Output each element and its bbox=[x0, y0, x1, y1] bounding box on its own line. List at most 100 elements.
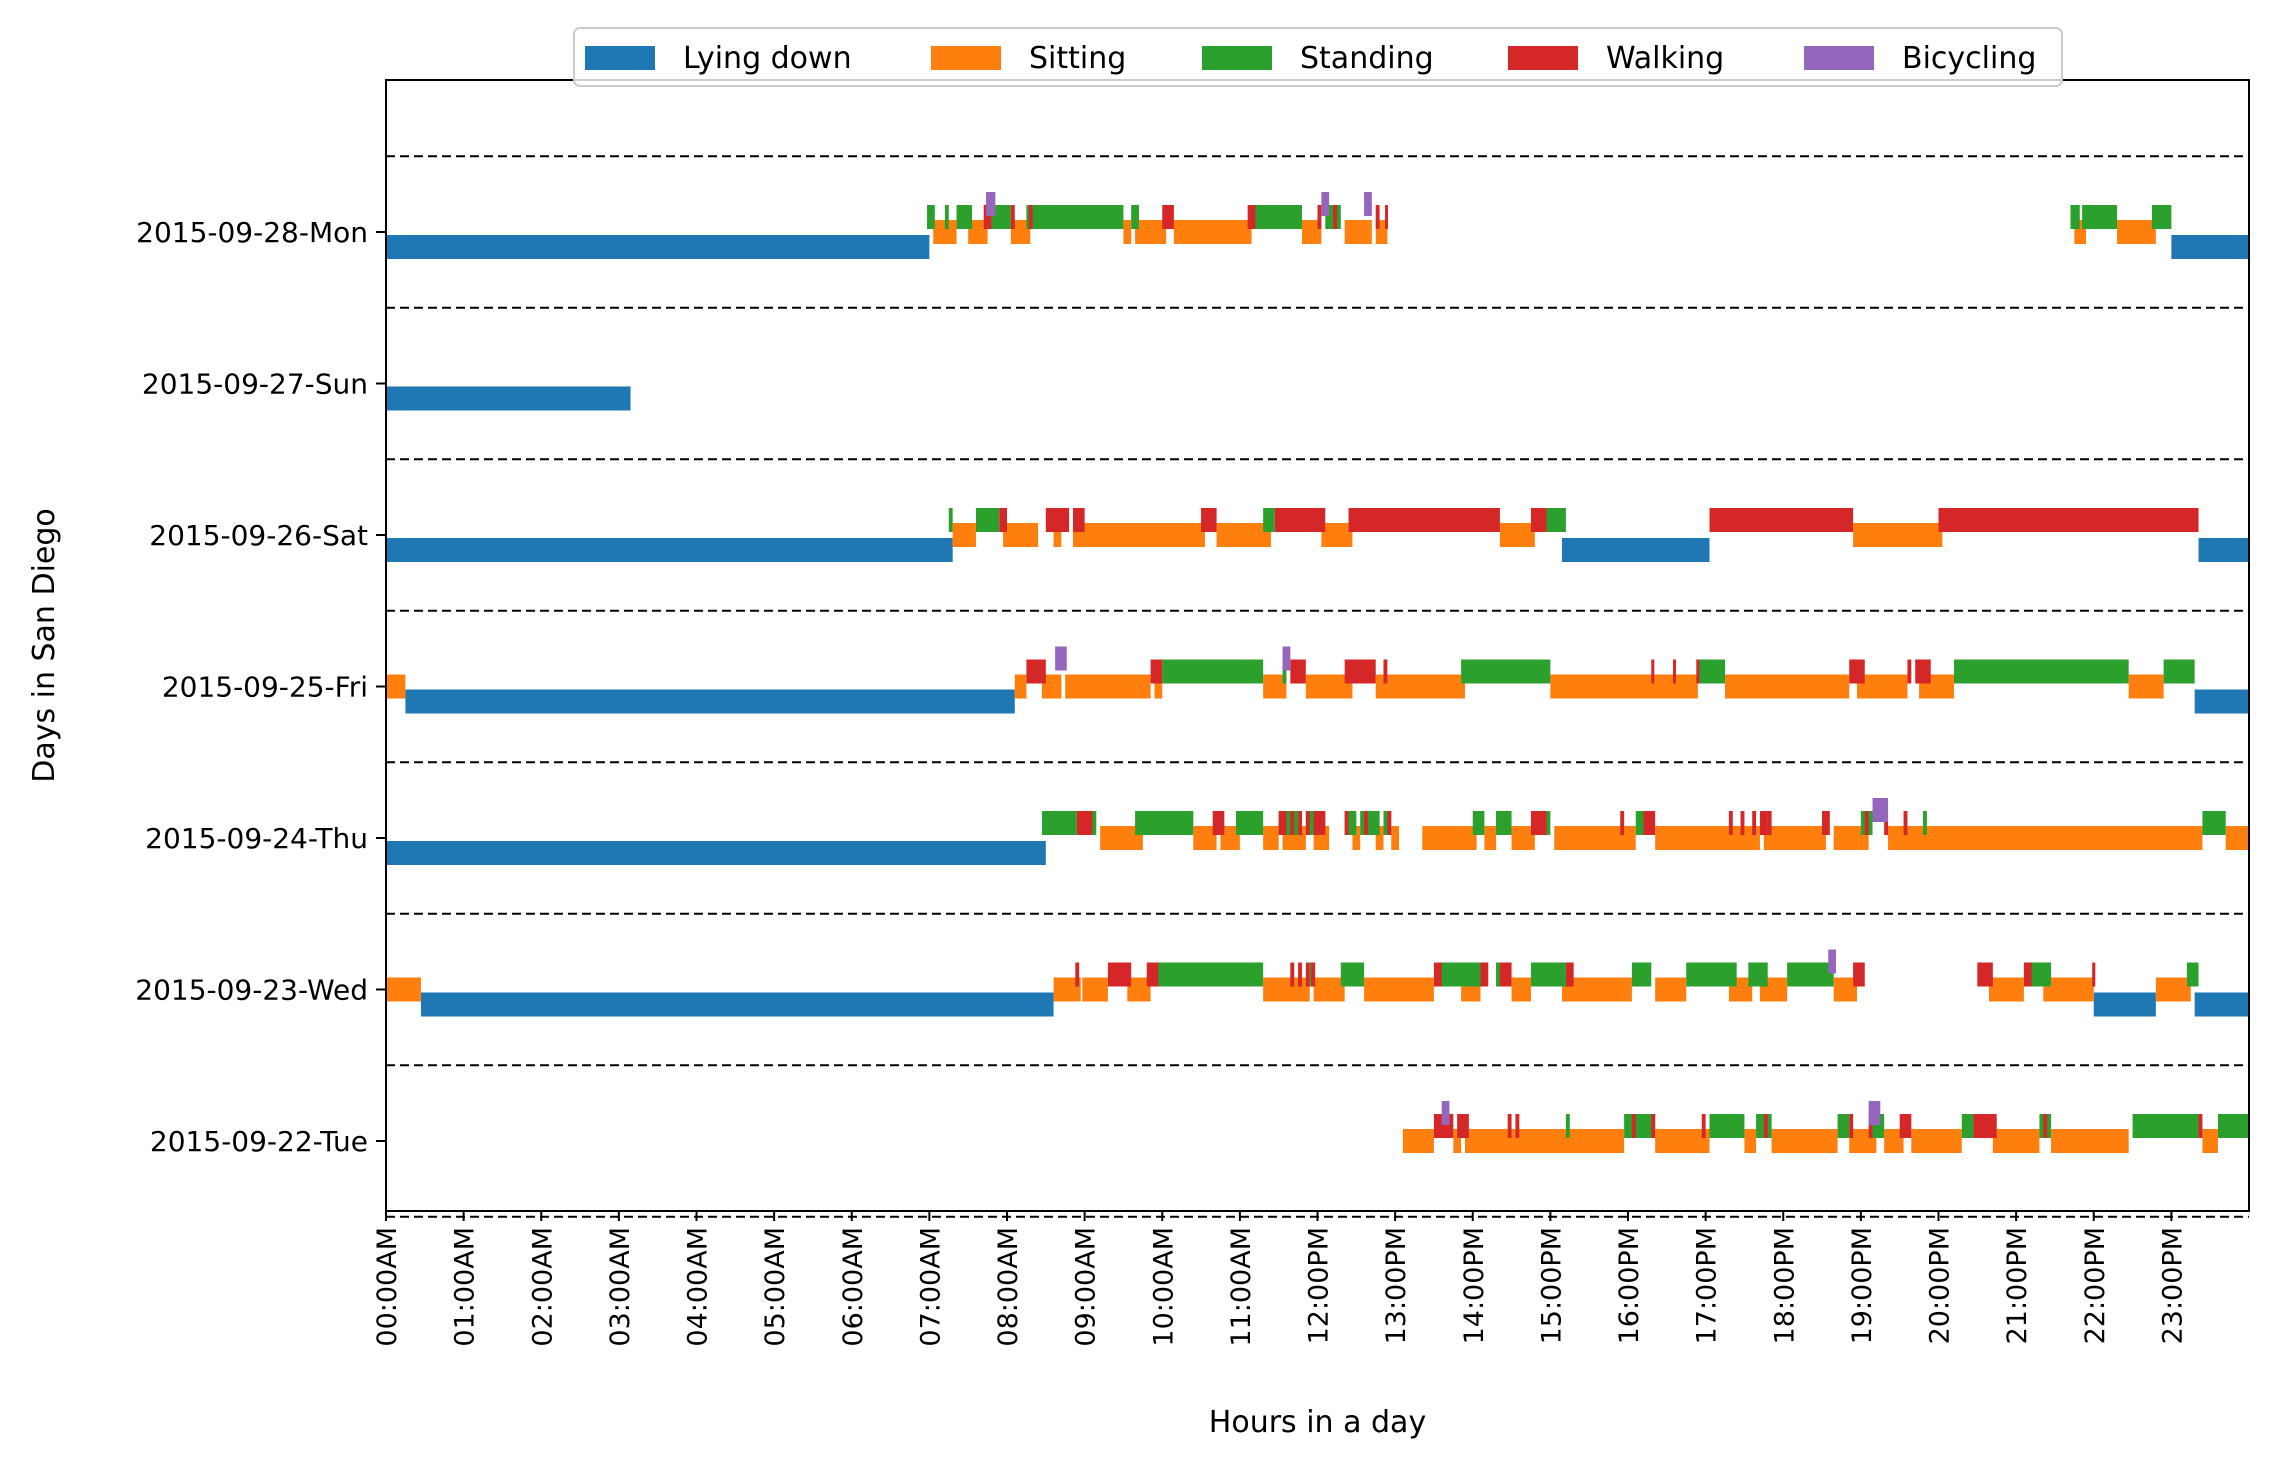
activity-bar bbox=[1317, 205, 1322, 229]
x-tick-label: 19:00PM bbox=[1847, 1227, 1878, 1344]
activity-bar bbox=[1496, 811, 1512, 835]
activity-bar bbox=[1709, 508, 1854, 532]
activity-bar bbox=[1709, 1114, 1745, 1138]
activity-bar bbox=[1014, 674, 1027, 699]
activity-bar bbox=[1787, 962, 1834, 987]
activity-bar bbox=[1311, 962, 1316, 987]
activity-bar bbox=[1499, 523, 1535, 547]
activity-bar bbox=[1853, 523, 1943, 547]
activity-bar bbox=[1088, 811, 1093, 835]
activity-bar bbox=[1484, 826, 1497, 850]
activity-bar bbox=[1903, 811, 1908, 835]
activity-bar bbox=[1364, 977, 1434, 1002]
activity-bar bbox=[983, 205, 992, 229]
activity-bar bbox=[1340, 962, 1365, 987]
activity-bar bbox=[1344, 811, 1349, 835]
activity-bar bbox=[1977, 962, 1993, 987]
activity-bar bbox=[1107, 962, 1132, 987]
activity-bar bbox=[1313, 811, 1326, 835]
activity-bar bbox=[1298, 811, 1302, 835]
activity-bar bbox=[2082, 205, 2118, 229]
activity-bar bbox=[1822, 811, 1830, 835]
activity-bar bbox=[1154, 962, 1264, 987]
activity-bar bbox=[975, 508, 1000, 532]
activity-bar bbox=[933, 220, 957, 244]
activity-bar bbox=[1075, 962, 1080, 987]
y-axis-label: Days in San Diego bbox=[27, 508, 62, 783]
activity-bar bbox=[1562, 538, 1710, 562]
x-tick-label: 15:00PM bbox=[1536, 1227, 1567, 1344]
y-tick-label: 2015-09-28-Mon bbox=[136, 216, 368, 249]
legend-swatch bbox=[585, 46, 655, 70]
activity-bar bbox=[2194, 689, 2249, 714]
activity-bar bbox=[1375, 826, 1384, 850]
activity-bar bbox=[1899, 1114, 1912, 1138]
x-tick-label: 12:00PM bbox=[1304, 1227, 1335, 1344]
activity-bar bbox=[1045, 508, 1070, 532]
activity-bar bbox=[2132, 1114, 2199, 1138]
activity-bar bbox=[2202, 1129, 2218, 1153]
activity-bar bbox=[1511, 826, 1535, 850]
activity-bar bbox=[1364, 811, 1368, 835]
activity-bar bbox=[1375, 674, 1465, 699]
activity-bar bbox=[1530, 811, 1547, 835]
activity-bar bbox=[1305, 962, 1310, 987]
activity-bar bbox=[1562, 977, 1632, 1002]
x-tick-label: 02:00AM bbox=[527, 1227, 558, 1347]
activity-bar bbox=[1041, 659, 1046, 684]
activity-bar bbox=[1868, 1101, 1881, 1125]
activity-bar bbox=[1348, 508, 1500, 532]
activity-bar bbox=[1655, 977, 1687, 1002]
y-axis-ticks: 2015-09-28-Mon 2015-09-27-Sun 2015-09-26-S… bbox=[135, 216, 386, 1158]
activity-bar bbox=[1263, 674, 1287, 699]
activity-bar bbox=[1499, 962, 1512, 987]
x-tick-label: 18:00PM bbox=[1769, 1227, 1800, 1344]
activity-bar bbox=[1911, 1129, 1962, 1153]
legend-label: Walking bbox=[1606, 41, 1724, 76]
activity-bar bbox=[1321, 523, 1353, 547]
activity-bar bbox=[1274, 508, 1326, 532]
activity-bar bbox=[1375, 220, 1388, 244]
activity-bar bbox=[1837, 1114, 1850, 1138]
activity-bar bbox=[2217, 1114, 2249, 1138]
activity-bar bbox=[1344, 659, 1376, 684]
activity-bar bbox=[1034, 659, 1042, 684]
activity-bar bbox=[1530, 508, 1547, 532]
activity-bar bbox=[1530, 962, 1566, 987]
activity-bar bbox=[1162, 205, 1174, 229]
activity-bar bbox=[1740, 811, 1745, 835]
x-tick-label: 16:00PM bbox=[1614, 1227, 1645, 1344]
activity-bar bbox=[1263, 508, 1275, 532]
activity-bar bbox=[1565, 1114, 1570, 1138]
x-tick-label: 07:00AM bbox=[915, 1227, 946, 1347]
activity-bar bbox=[1278, 811, 1287, 835]
activity-bar bbox=[2128, 674, 2164, 699]
activity-bar bbox=[1313, 977, 1345, 1002]
series-standing bbox=[927, 205, 2249, 1138]
activity-bar bbox=[1631, 1114, 1636, 1138]
x-tick-label: 22:00PM bbox=[2080, 1227, 2111, 1344]
activity-bar bbox=[1212, 811, 1225, 835]
activity-bar bbox=[386, 841, 1046, 865]
activity-bar bbox=[2043, 1114, 2048, 1138]
activity-bar bbox=[1696, 659, 1700, 684]
activity-bar bbox=[1127, 977, 1151, 1002]
activity-bar bbox=[952, 523, 976, 547]
activity-bar bbox=[1235, 811, 1264, 835]
x-tick-label: 13:00PM bbox=[1381, 1227, 1412, 1344]
legend-frame bbox=[573, 27, 2063, 87]
activity-bar bbox=[1055, 646, 1067, 671]
activity-bar bbox=[1515, 1114, 1520, 1138]
activity-bar bbox=[986, 192, 996, 216]
activity-bar bbox=[2163, 659, 2195, 684]
activity-bar bbox=[1193, 826, 1217, 850]
legend-label: Standing bbox=[1300, 41, 1434, 76]
activity-bar bbox=[1383, 659, 1388, 684]
series-bicycling bbox=[986, 192, 1889, 1125]
activity-bar bbox=[386, 386, 631, 411]
x-tick-label: 21:00PM bbox=[2002, 1227, 2033, 1344]
activity-bar bbox=[420, 992, 1054, 1017]
activity-bar bbox=[1364, 192, 1372, 216]
y-tick-label: 2015-09-27-Sun bbox=[142, 368, 368, 401]
legend-label: Lying down bbox=[683, 41, 852, 76]
